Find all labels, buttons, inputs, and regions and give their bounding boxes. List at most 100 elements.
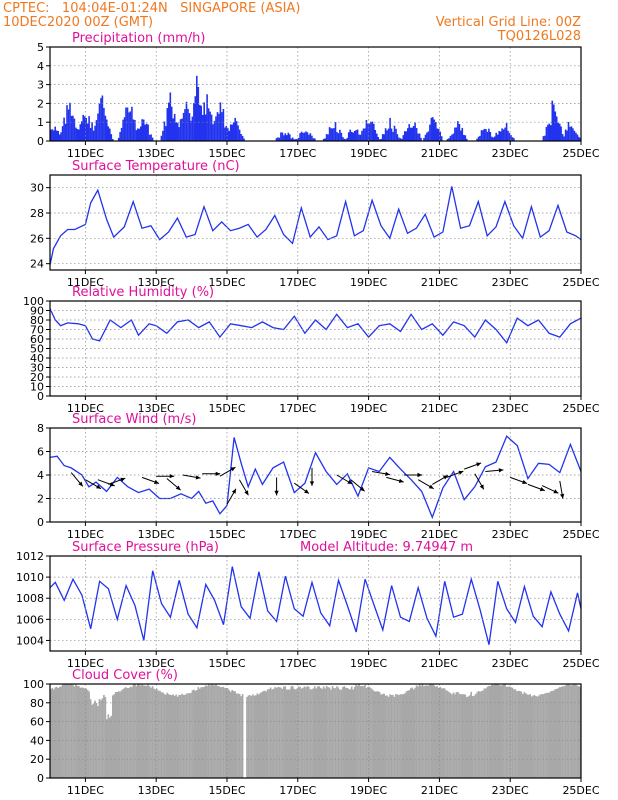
precip-bar — [228, 130, 231, 141]
cloud-bar — [168, 694, 170, 778]
cloud-bar — [520, 691, 523, 778]
wind-arrow-head — [274, 490, 279, 496]
precip-bar — [448, 138, 450, 141]
cloud-bar — [256, 693, 259, 778]
cloud-bar — [181, 693, 183, 778]
precip-bar — [311, 135, 313, 141]
precip-bar — [160, 135, 163, 141]
cloud-bar — [224, 688, 226, 778]
x-tick-label: 19DEC — [350, 402, 387, 415]
x-tick-label: 25DEC — [562, 402, 599, 415]
precip-bar — [280, 132, 282, 141]
cloud-bar — [437, 687, 440, 778]
precip-bar — [489, 132, 492, 141]
cloud-bar — [480, 691, 483, 778]
precip-bar — [284, 133, 287, 141]
cloud-bar — [160, 692, 163, 778]
cloud-bar — [262, 691, 264, 778]
precip-bar — [415, 128, 418, 141]
precip-bar — [184, 109, 186, 141]
cloud-bar — [554, 689, 557, 778]
cloud-bar — [373, 690, 375, 778]
y-tick-label: 0 — [37, 772, 44, 785]
cloud-bar — [98, 699, 101, 778]
cloud-bar — [263, 690, 266, 778]
precip-bar — [151, 137, 154, 141]
cloud-bar — [97, 706, 99, 778]
precip-bar — [439, 131, 441, 141]
precip-bar — [207, 108, 210, 141]
cloud-bar — [508, 686, 511, 778]
y-tick-label: 24 — [30, 258, 44, 271]
cloud-bar — [345, 687, 347, 778]
cloud-bar — [435, 686, 437, 778]
precip-bar — [305, 131, 307, 141]
cloud-bar — [355, 684, 357, 778]
y-tick-label: 0 — [37, 135, 44, 148]
y-tick-label: 6 — [37, 446, 44, 459]
pres-line — [49, 566, 582, 645]
precip-bar — [209, 111, 211, 141]
x-tick-label: 19DEC — [350, 276, 387, 289]
cloud-bar — [109, 717, 111, 778]
cloud-bar — [222, 686, 225, 778]
precip-frame — [49, 46, 582, 142]
pres-frame — [49, 555, 582, 652]
cloud-bar — [147, 684, 149, 778]
cloud-bar — [112, 695, 114, 778]
cloud-bar — [278, 687, 281, 778]
precip-bar — [352, 132, 354, 141]
cloud-bar — [572, 684, 574, 778]
precip-bar — [137, 128, 139, 141]
cloud-bar — [359, 686, 362, 778]
cloud-bar — [296, 688, 298, 778]
cloud-bar — [408, 690, 410, 778]
cloud-bar — [83, 688, 86, 778]
x-tick-label: 13DEC — [138, 276, 175, 289]
cloud-bar — [452, 692, 455, 778]
cloud-bar — [436, 686, 438, 778]
precip-bar — [240, 134, 242, 141]
precip-bar — [197, 87, 200, 141]
cloud-bar — [144, 685, 146, 778]
x-tick-label: 13DEC — [138, 657, 175, 670]
cloud-bar — [260, 692, 263, 778]
precip-bar — [218, 113, 220, 141]
cloud-bar — [477, 691, 480, 778]
precip-bar — [147, 124, 149, 141]
precip-bar — [196, 75, 198, 141]
precip-bar — [436, 128, 438, 141]
cloud-bar — [367, 687, 369, 778]
cloud-bar — [104, 696, 107, 778]
cloud-bar — [440, 688, 443, 778]
cloud-bar — [550, 691, 552, 778]
precip-bar — [166, 108, 169, 141]
precip-bar — [551, 100, 554, 141]
cloud-bar — [393, 696, 396, 778]
cloud-bar — [203, 686, 205, 778]
precip-bar — [449, 135, 452, 141]
cloud-bar — [299, 686, 301, 778]
precip-bar — [125, 107, 127, 141]
cloud-bar — [190, 693, 192, 778]
cloud-bar — [468, 695, 471, 778]
cloud-bar — [286, 689, 288, 778]
cloud-bar — [148, 686, 151, 778]
precip-bar — [82, 114, 84, 141]
cloud-bar — [120, 690, 123, 778]
cloud-bar — [182, 694, 185, 778]
cloud-bar — [573, 684, 576, 778]
x-tick-label: 13DEC — [138, 784, 175, 797]
precip-bar — [511, 137, 514, 141]
cloud-bar — [303, 686, 306, 778]
cloud-bar — [517, 690, 520, 778]
precip-bar — [95, 120, 98, 141]
precip-bar — [452, 133, 455, 141]
precip-bar — [215, 116, 217, 141]
precip-bar — [132, 119, 135, 141]
precip-bar — [361, 130, 363, 141]
precip-bar — [576, 134, 579, 141]
wind-arrow-head — [479, 484, 484, 490]
precip-bar — [51, 129, 54, 141]
cloud-bar — [231, 689, 233, 778]
